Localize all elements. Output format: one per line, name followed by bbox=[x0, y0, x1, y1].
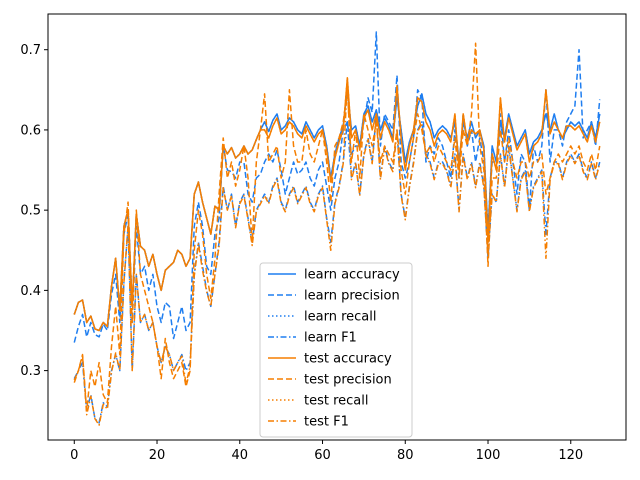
series-line-test-recall bbox=[73, 77, 601, 332]
x-tick-label: 100 bbox=[476, 448, 501, 463]
legend: learn accuracy learn precision learn recal… bbox=[259, 262, 413, 438]
plot-frame bbox=[47, 13, 627, 441]
y-tick-label: 0.6 bbox=[20, 123, 41, 138]
y-tick-label: 0.5 bbox=[20, 204, 41, 219]
x-tick-label: 0 bbox=[70, 448, 78, 463]
x-tick-label: 20 bbox=[149, 448, 166, 463]
legend-label-test-precision: test precision bbox=[304, 373, 392, 388]
legend-label-test-recall: test recall bbox=[304, 394, 369, 409]
y-axis: 0.3 0.4 0.5 0.6 0.7 bbox=[20, 43, 48, 379]
series-line-learn-recall bbox=[73, 89, 601, 332]
legend-label-learn-recall: learn recall bbox=[304, 310, 376, 325]
x-tick-label: 40 bbox=[231, 448, 248, 463]
x-tick-label: 60 bbox=[314, 448, 331, 463]
legend-label-learn-accuracy: learn accuracy bbox=[304, 268, 400, 283]
y-tick-label: 0.3 bbox=[20, 364, 41, 379]
x-tick-label: 120 bbox=[558, 448, 583, 463]
y-tick-label: 0.7 bbox=[20, 43, 41, 58]
x-axis: 0 20 40 60 80 100 120 bbox=[70, 440, 583, 463]
legend-label-learn-f1: learn F1 bbox=[304, 331, 357, 346]
legend-box bbox=[259, 262, 413, 438]
series-line-test-f1 bbox=[73, 81, 601, 426]
y-tick-label: 0.4 bbox=[20, 284, 41, 299]
legend-label-test-f1: test F1 bbox=[304, 415, 349, 430]
x-tick-label: 80 bbox=[397, 448, 414, 463]
series-line-test-precision bbox=[73, 42, 601, 412]
series-layer bbox=[73, 31, 601, 426]
legend-label-test-accuracy: test accuracy bbox=[304, 352, 392, 367]
legend-label-learn-precision: learn precision bbox=[304, 289, 400, 304]
